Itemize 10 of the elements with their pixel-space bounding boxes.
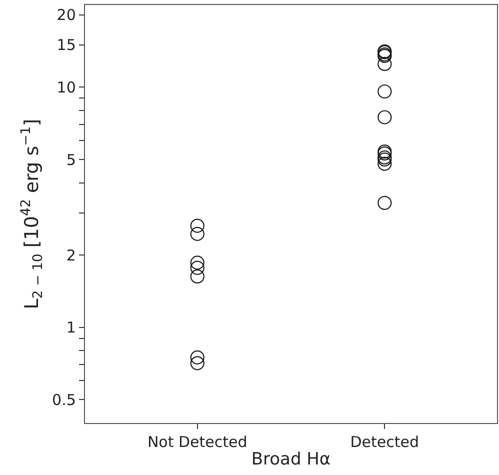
x-tick-label: Not Detected xyxy=(147,433,248,452)
y-tick-label: 15 xyxy=(56,36,76,54)
y-tick-label: 0.5 xyxy=(52,390,76,409)
y-tick-label: 10 xyxy=(56,78,76,96)
y-tick-label: 5 xyxy=(66,150,76,169)
x-tick-label: Detected xyxy=(350,433,420,452)
y-tick-label: 2 xyxy=(66,246,76,264)
y-tick-label: 20 xyxy=(56,6,76,24)
y-tick-label: 1 xyxy=(66,318,76,337)
x-axis-title: Broad Hα xyxy=(251,450,331,470)
